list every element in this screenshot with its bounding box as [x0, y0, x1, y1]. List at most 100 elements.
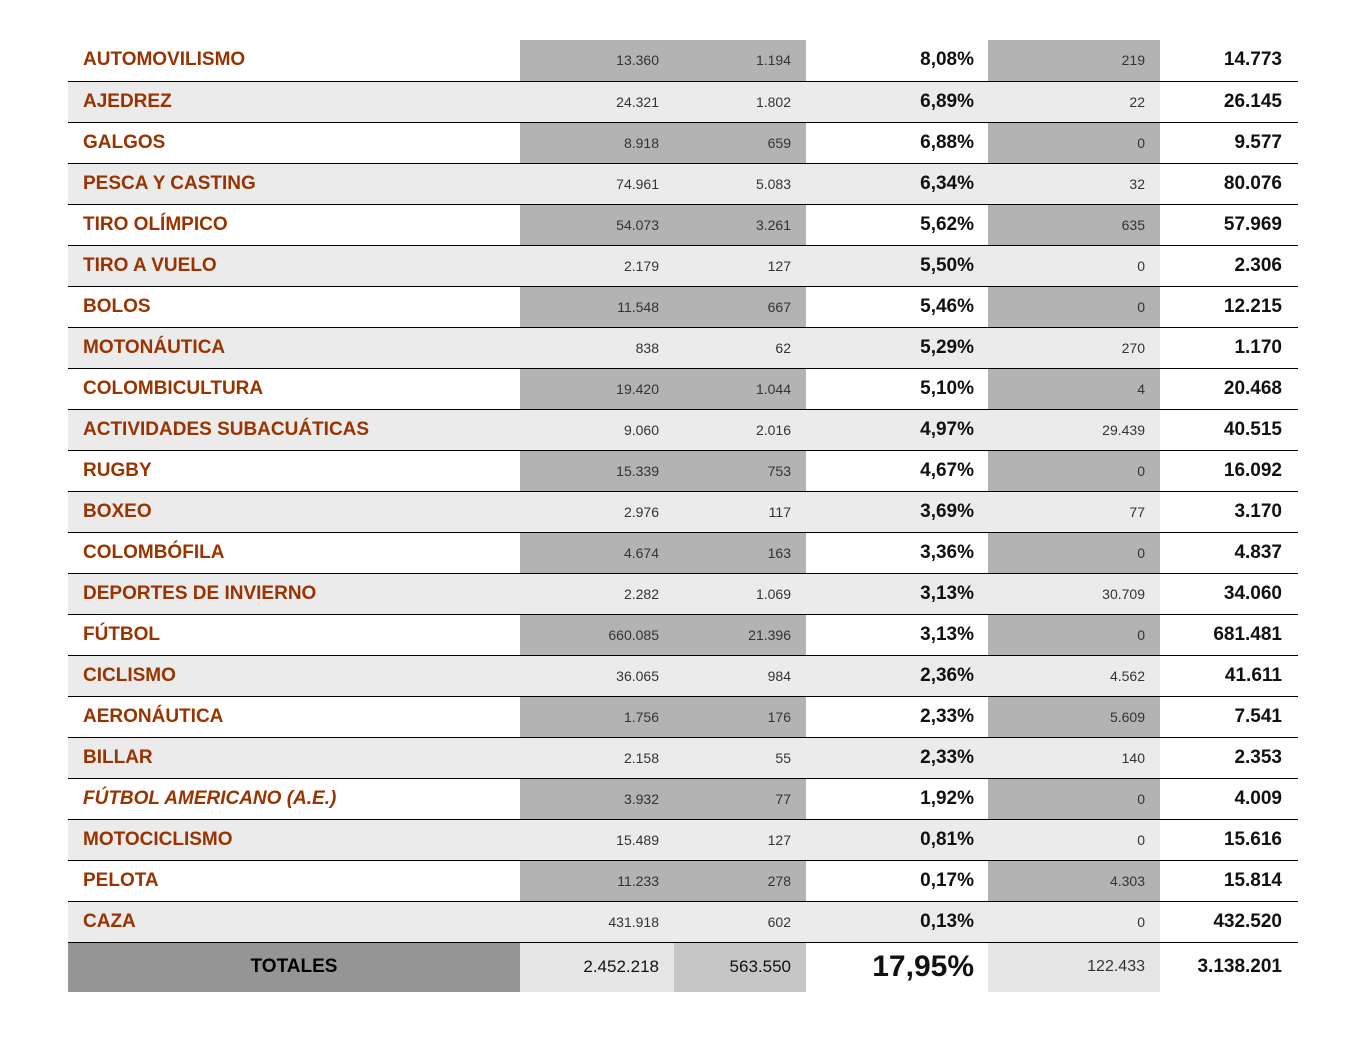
- percentage-value: 4,97%: [806, 409, 988, 451]
- table-row: CICLISMO 36.065 984 2,36% 4.562 41.611: [68, 655, 1298, 697]
- sport-name: AERONÁUTICA: [68, 696, 520, 738]
- col-a-value: 13.360: [520, 40, 674, 82]
- total-value: 16.092: [1160, 450, 1298, 492]
- col-b-value: 667: [674, 286, 806, 328]
- sport-name: PELOTA: [68, 860, 520, 902]
- percentage-value: 5,46%: [806, 286, 988, 328]
- col-c-value: 219: [988, 40, 1160, 82]
- percentage-value: 2,36%: [806, 655, 988, 697]
- totals-row: TOTALES 2.452.218 563.550 17,95% 122.433…: [68, 942, 1298, 992]
- col-a-value: 431.918: [520, 901, 674, 943]
- table-row: FÚTBOL 660.085 21.396 3,13% 0 681.481: [68, 614, 1298, 656]
- col-c-value: 635: [988, 204, 1160, 246]
- col-a-value: 8.918: [520, 122, 674, 164]
- percentage-value: 2,33%: [806, 696, 988, 738]
- percentage-value: 3,69%: [806, 491, 988, 533]
- totals-label: TOTALES: [68, 942, 520, 992]
- col-b-value: 117: [674, 491, 806, 533]
- col-a-value: 9.060: [520, 409, 674, 451]
- sport-name: FÚTBOL: [68, 614, 520, 656]
- totals-grand-total: 3.138.201: [1160, 942, 1298, 992]
- sport-name: BOXEO: [68, 491, 520, 533]
- percentage-value: 0,13%: [806, 901, 988, 943]
- col-a-value: 2.179: [520, 245, 674, 287]
- col-a-value: 3.932: [520, 778, 674, 820]
- col-a-value: 15.339: [520, 450, 674, 492]
- col-c-value: 30.709: [988, 573, 1160, 615]
- percentage-value: 5,29%: [806, 327, 988, 369]
- total-value: 20.468: [1160, 368, 1298, 410]
- percentage-value: 1,92%: [806, 778, 988, 820]
- col-b-value: 659: [674, 122, 806, 164]
- col-c-value: 0: [988, 532, 1160, 574]
- col-c-value: 0: [988, 245, 1160, 287]
- total-value: 7.541: [1160, 696, 1298, 738]
- col-a-value: 660.085: [520, 614, 674, 656]
- sport-name: PESCA Y CASTING: [68, 163, 520, 205]
- col-c-value: 4: [988, 368, 1160, 410]
- col-a-value: 4.674: [520, 532, 674, 574]
- sport-name: COLOMBÓFILA: [68, 532, 520, 574]
- percentage-value: 8,08%: [806, 40, 988, 82]
- sport-name: FÚTBOL AMERICANO (A.E.): [68, 778, 520, 820]
- total-value: 681.481: [1160, 614, 1298, 656]
- table-row: PESCA Y CASTING 74.961 5.083 6,34% 32 80.076: [68, 163, 1298, 205]
- col-c-value: 0: [988, 819, 1160, 861]
- col-c-value: 4.303: [988, 860, 1160, 902]
- col-b-value: 77: [674, 778, 806, 820]
- total-value: 57.969: [1160, 204, 1298, 246]
- col-a-value: 19.420: [520, 368, 674, 410]
- sport-name: RUGBY: [68, 450, 520, 492]
- col-c-value: 22: [988, 81, 1160, 123]
- table-row: COLOMBICULTURA 19.420 1.044 5,10% 4 20.468: [68, 368, 1298, 410]
- col-a-value: 11.233: [520, 860, 674, 902]
- table-row: BOLOS 11.548 667 5,46% 0 12.215: [68, 286, 1298, 328]
- sport-name: AJEDREZ: [68, 81, 520, 123]
- col-b-value: 1.044: [674, 368, 806, 410]
- totals-col-b: 563.550: [674, 942, 806, 992]
- total-value: 2.306: [1160, 245, 1298, 287]
- col-c-value: 0: [988, 778, 1160, 820]
- total-value: 41.611: [1160, 655, 1298, 697]
- total-value: 9.577: [1160, 122, 1298, 164]
- table-row: MOTOCICLISMO 15.489 127 0,81% 0 15.616: [68, 819, 1298, 861]
- percentage-value: 3,13%: [806, 614, 988, 656]
- total-value: 15.616: [1160, 819, 1298, 861]
- col-b-value: 278: [674, 860, 806, 902]
- percentage-value: 0,81%: [806, 819, 988, 861]
- percentage-value: 6,89%: [806, 81, 988, 123]
- col-a-value: 36.065: [520, 655, 674, 697]
- percentage-value: 4,67%: [806, 450, 988, 492]
- sport-name: CICLISMO: [68, 655, 520, 697]
- total-value: 15.814: [1160, 860, 1298, 902]
- table-row: CAZA 431.918 602 0,13% 0 432.520: [68, 901, 1298, 943]
- table-row: ACTIVIDADES SUBACUÁTICAS 9.060 2.016 4,97% 2…: [68, 409, 1298, 451]
- col-b-value: 62: [674, 327, 806, 369]
- col-b-value: 1.802: [674, 81, 806, 123]
- total-value: 2.353: [1160, 737, 1298, 779]
- col-b-value: 55: [674, 737, 806, 779]
- total-value: 3.170: [1160, 491, 1298, 533]
- col-c-value: 0: [988, 614, 1160, 656]
- col-a-value: 2.158: [520, 737, 674, 779]
- percentage-value: 5,10%: [806, 368, 988, 410]
- sport-name: TIRO OLÍMPICO: [68, 204, 520, 246]
- table-row: COLOMBÓFILA 4.674 163 3,36% 0 4.837: [68, 532, 1298, 574]
- sport-name: GALGOS: [68, 122, 520, 164]
- sport-name: BILLAR: [68, 737, 520, 779]
- total-value: 432.520: [1160, 901, 1298, 943]
- totals-col-a: 2.452.218: [520, 942, 674, 992]
- sport-name: AUTOMOVILISMO: [68, 40, 520, 82]
- table-row: MOTONÁUTICA 838 62 5,29% 270 1.170: [68, 327, 1298, 369]
- table-row: GALGOS 8.918 659 6,88% 0 9.577: [68, 122, 1298, 164]
- col-c-value: 29.439: [988, 409, 1160, 451]
- col-b-value: 1.194: [674, 40, 806, 82]
- total-value: 26.145: [1160, 81, 1298, 123]
- sport-name: COLOMBICULTURA: [68, 368, 520, 410]
- totals-percentage: 17,95%: [806, 942, 988, 992]
- col-c-value: 140: [988, 737, 1160, 779]
- table-row: RUGBY 15.339 753 4,67% 0 16.092: [68, 450, 1298, 492]
- col-b-value: 3.261: [674, 204, 806, 246]
- col-a-value: 2.282: [520, 573, 674, 615]
- col-c-value: 0: [988, 901, 1160, 943]
